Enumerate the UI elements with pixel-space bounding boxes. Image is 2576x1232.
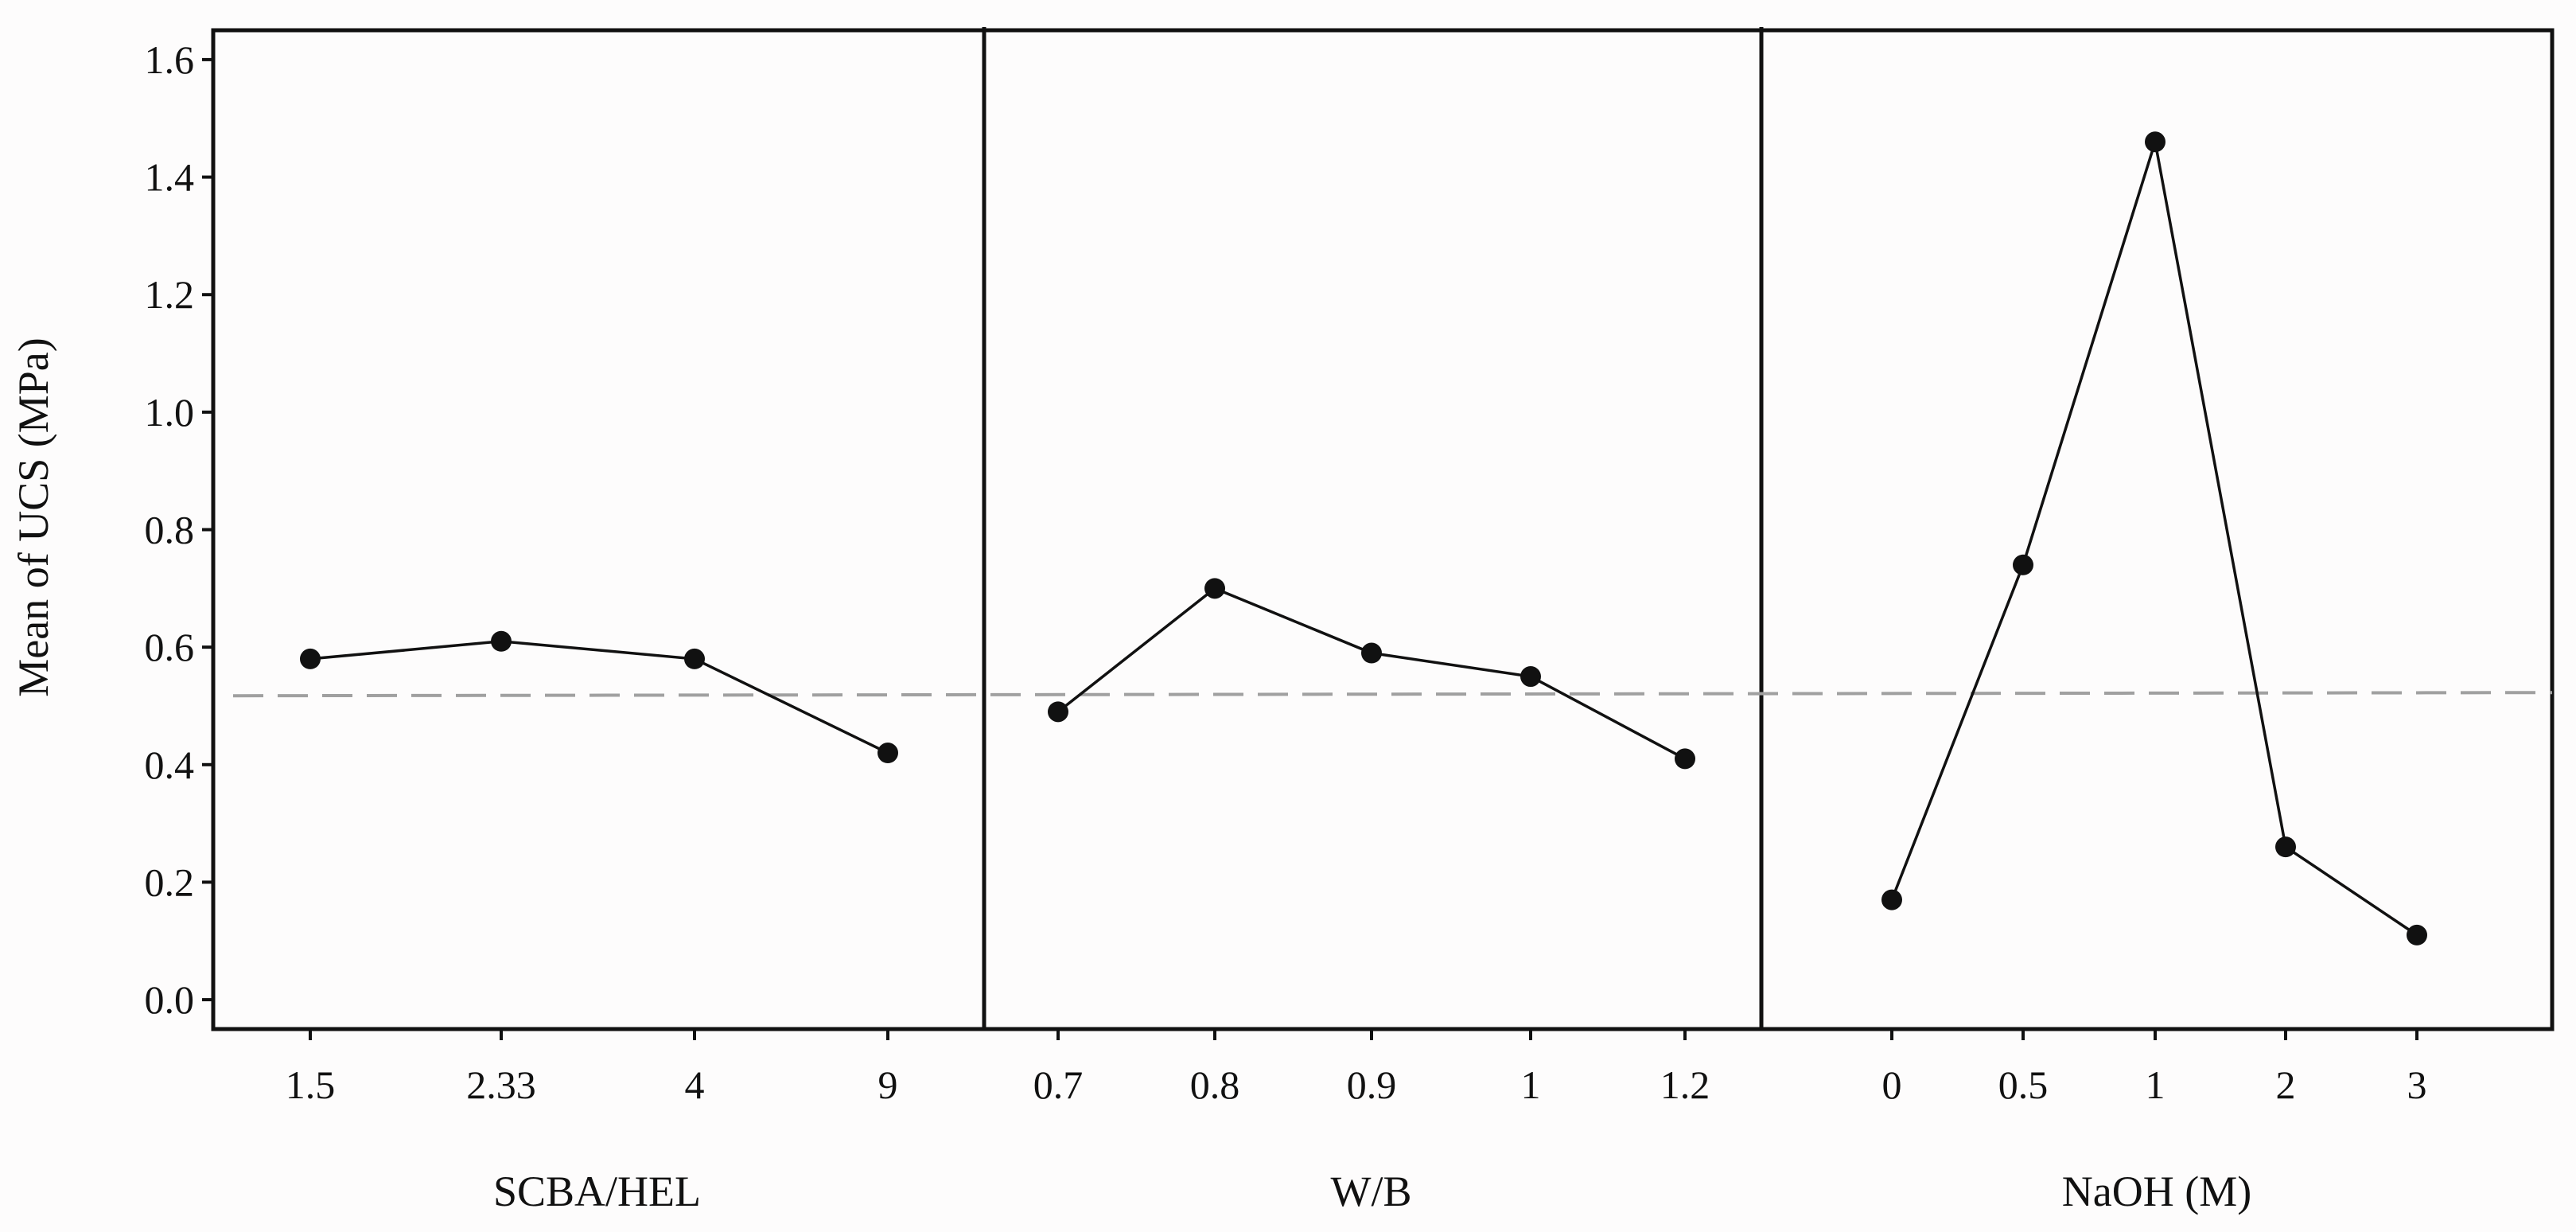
series-line (309, 640, 889, 754)
y-tick-label: 0.4 (145, 743, 195, 787)
reference-line (232, 691, 2553, 698)
y-tick-label: 0.0 (145, 977, 195, 1022)
reference-line-group (232, 691, 2553, 698)
data-point (2013, 554, 2033, 575)
y-tick-label: 1.6 (145, 37, 195, 82)
data-point (684, 648, 705, 669)
y-tick-label: 0.2 (145, 860, 195, 904)
x-tick-label: 0.8 (1190, 1062, 1240, 1107)
data-point (1048, 701, 1068, 723)
x-tick-label: 1.2 (1660, 1062, 1710, 1107)
data-point (877, 743, 898, 764)
x-axis-title: W/B (1331, 1168, 1412, 1215)
x-tick-label: 1 (2146, 1062, 2165, 1107)
data-point (300, 648, 321, 669)
x-tick-label: 4 (685, 1062, 705, 1107)
x-tick-label: 3 (2407, 1062, 2427, 1107)
x-tick-label: 2.33 (466, 1062, 536, 1107)
data-point (2275, 836, 2296, 858)
data-point (1204, 578, 1225, 599)
x-tick-label: 2 (2276, 1062, 2296, 1107)
y-tick-label: 1.2 (145, 272, 195, 317)
panel-3: 0 0.5 1 2 3 NaOH (M) (1881, 131, 2427, 1215)
x-tick-label: 0.9 (1347, 1062, 1397, 1107)
data-point (1520, 666, 1541, 688)
x-axis-title: SCBA/HEL (493, 1168, 701, 1215)
x-tick-label: 0 (1882, 1062, 1902, 1107)
data-point (2407, 924, 2427, 945)
data-point (1675, 748, 1695, 770)
series-line (1056, 587, 1686, 760)
series-line (1890, 141, 2418, 937)
y-tick-label: 0.6 (145, 625, 195, 669)
x-tick-label: 1.5 (286, 1062, 336, 1107)
x-tick-label: 9 (878, 1062, 898, 1107)
data-point (1361, 642, 1382, 664)
data-point (2145, 131, 2165, 153)
x-tick-label: 0.7 (1033, 1062, 1084, 1107)
y-axis: 0.0 0.2 0.4 0.6 0.8 1.0 1.2 1.4 1.6 (145, 37, 213, 1022)
y-tick-label: 0.8 (145, 508, 195, 552)
y-tick-label: 1.0 (145, 390, 195, 435)
y-axis-title: Mean of UCS (MPa) (10, 337, 57, 696)
data-point (491, 630, 512, 652)
y-tick-label: 1.4 (145, 155, 195, 200)
panel-1: 1.5 2.33 4 9 SCBA/HEL (286, 630, 898, 1215)
x-tick-label: 1 (1521, 1062, 1541, 1107)
plot-frame (211, 27, 2555, 1031)
x-axis-title: NaOH (M) (2062, 1168, 2251, 1215)
panels: 1.5 2.33 4 9 SCBA/HEL 0.7 0.8 0.9 1 1.2 W/B 0 0.5 1 2 3… (286, 131, 2427, 1215)
plot-border (211, 28, 2555, 1031)
panel-2: 0.7 0.8 0.9 1 1.2 W/B (1033, 578, 1710, 1215)
x-tick-label: 0.5 (1998, 1062, 2049, 1107)
data-point (1881, 889, 1902, 910)
